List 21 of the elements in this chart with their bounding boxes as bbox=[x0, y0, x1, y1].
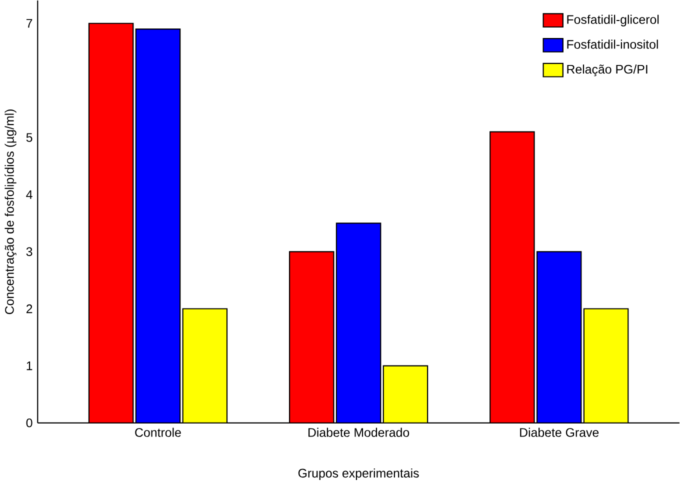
bar bbox=[536, 251, 582, 424]
bar bbox=[290, 252, 334, 424]
x-tick-label: Diabete Grave bbox=[520, 428, 599, 438]
y-tick-label: 0 bbox=[26, 418, 32, 428]
y-tick-label: 4 bbox=[26, 190, 32, 200]
y-tick-label: 1 bbox=[26, 362, 32, 370]
x-tick-label: Diabete Moderado bbox=[308, 428, 410, 438]
y-tick-label: 7 bbox=[26, 19, 32, 28]
bar bbox=[136, 29, 180, 424]
x-tick-label: Controle bbox=[135, 428, 181, 438]
bar bbox=[88, 24, 134, 424]
legend-label: Fosfatidil-glicerol bbox=[567, 14, 659, 27]
bar bbox=[490, 131, 535, 424]
y-tick-label: 5 bbox=[26, 133, 32, 142]
y-axis-title: Concentração de fosfolipídios (µg/ml) bbox=[4, 110, 16, 314]
y-tick-label: 3 bbox=[26, 247, 32, 256]
legend-label: Fosfatidil-inositol bbox=[567, 40, 658, 49]
legend-label: Relação PG/PI bbox=[567, 64, 648, 76]
x-axis-title: Grupos experimentais bbox=[298, 468, 419, 480]
bar bbox=[336, 223, 381, 424]
y-tick-label: 2 bbox=[26, 304, 32, 314]
